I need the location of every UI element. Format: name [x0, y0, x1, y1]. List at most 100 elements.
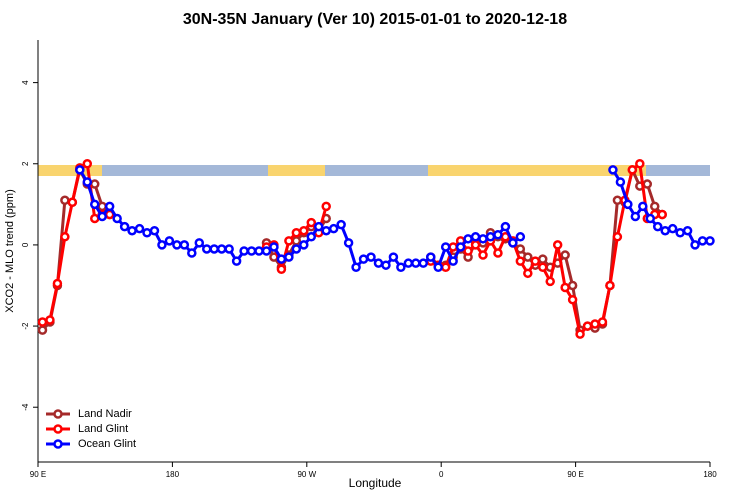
data-point: [433, 262, 443, 272]
data-point: [705, 236, 715, 246]
legend-marker: [53, 424, 63, 434]
data-point: [276, 264, 287, 275]
data-point: [104, 201, 115, 212]
data-point: [697, 236, 708, 246]
x-axis-label: Longitude: [349, 476, 402, 490]
data-point: [425, 252, 436, 262]
data-point: [239, 246, 249, 256]
legend-marker: [53, 439, 63, 449]
data-point: [590, 319, 600, 329]
x-tick-label: 180: [166, 470, 180, 479]
data-point: [37, 325, 48, 335]
y-tick-label: -2: [21, 322, 30, 330]
data-point: [508, 238, 518, 248]
data-point: [612, 232, 623, 242]
legend-label: Ocean Glint: [78, 438, 136, 450]
data-point: [652, 221, 663, 232]
data-point: [97, 201, 107, 212]
data-point: [284, 236, 294, 246]
chart-title: 30N-35N January (Ver 10) 2015-01-01 to 2…: [183, 11, 567, 28]
data-point: [373, 258, 384, 268]
data-point: [291, 236, 302, 246]
data-point: [261, 246, 272, 256]
data-point: [201, 244, 212, 254]
data-point: [89, 179, 100, 189]
data-point: [142, 227, 152, 238]
data-point: [463, 246, 473, 256]
land-band: [38, 165, 102, 176]
legend-marker: [53, 409, 63, 419]
data-point: [343, 238, 354, 248]
data-point: [164, 236, 175, 246]
data-point: [682, 225, 693, 236]
data-point: [582, 321, 593, 331]
data-point: [638, 201, 648, 212]
data-point: [485, 232, 496, 242]
data-point: [560, 250, 570, 260]
data-point: [515, 232, 526, 242]
data-point: [321, 225, 331, 236]
data-point: [455, 242, 466, 252]
data-point: [336, 219, 346, 230]
data-point: [627, 165, 638, 175]
data-point: [52, 278, 63, 289]
land-band: [428, 165, 646, 176]
data-point: [172, 240, 182, 250]
data-point: [75, 165, 85, 175]
data-point: [194, 238, 205, 248]
data-point: [418, 258, 429, 268]
data-point: [635, 159, 645, 169]
data-point: [645, 213, 656, 224]
data-point: [403, 258, 414, 268]
data-point: [82, 177, 93, 187]
data-point: [690, 240, 700, 250]
data-point: [246, 246, 257, 256]
data-point: [440, 242, 451, 252]
land-ocean-band: [38, 165, 710, 176]
ocean-band: [38, 165, 710, 176]
data-point: [537, 262, 548, 272]
data-point: [67, 197, 78, 208]
data-point: [45, 315, 55, 325]
data-point: [224, 244, 234, 254]
x-tick-label: 90 E: [567, 470, 583, 479]
data-point: [149, 225, 160, 236]
data-point: [269, 242, 279, 252]
y-axis-label: XCO2 - MLO trend (ppm): [4, 189, 16, 312]
data-point: [470, 240, 481, 250]
x-tick-label: 180: [703, 470, 717, 479]
data-point: [523, 268, 533, 279]
data-point: [470, 232, 481, 242]
data-point: [157, 240, 167, 250]
data-point: [642, 179, 653, 189]
data-point: [299, 225, 309, 236]
data-point: [276, 254, 287, 264]
data-point: [675, 227, 685, 238]
y-tick-label: -4: [21, 403, 30, 411]
data-point: [321, 201, 331, 212]
data-point: [89, 199, 100, 210]
data-point: [567, 294, 578, 305]
data-point: [463, 234, 473, 244]
data-point: [448, 256, 458, 266]
data-point: [615, 177, 626, 187]
land-band: [268, 165, 325, 176]
data-point: [575, 329, 585, 339]
data-point: [313, 221, 324, 232]
data-point: [567, 280, 578, 291]
data-point: [478, 234, 488, 244]
data-point: [597, 317, 608, 327]
data-point: [448, 242, 458, 252]
legend-label: Land Glint: [78, 423, 128, 435]
y-tick-label: 4: [21, 80, 30, 85]
data-point: [119, 221, 130, 232]
data-point: [254, 246, 264, 256]
data-point: [306, 217, 317, 228]
x-tick-label: 90 W: [297, 470, 316, 479]
y-tick-label: 0: [21, 242, 30, 247]
data-point: [179, 240, 190, 250]
x-tick-label: 0: [439, 470, 444, 479]
data-point: [60, 232, 70, 242]
